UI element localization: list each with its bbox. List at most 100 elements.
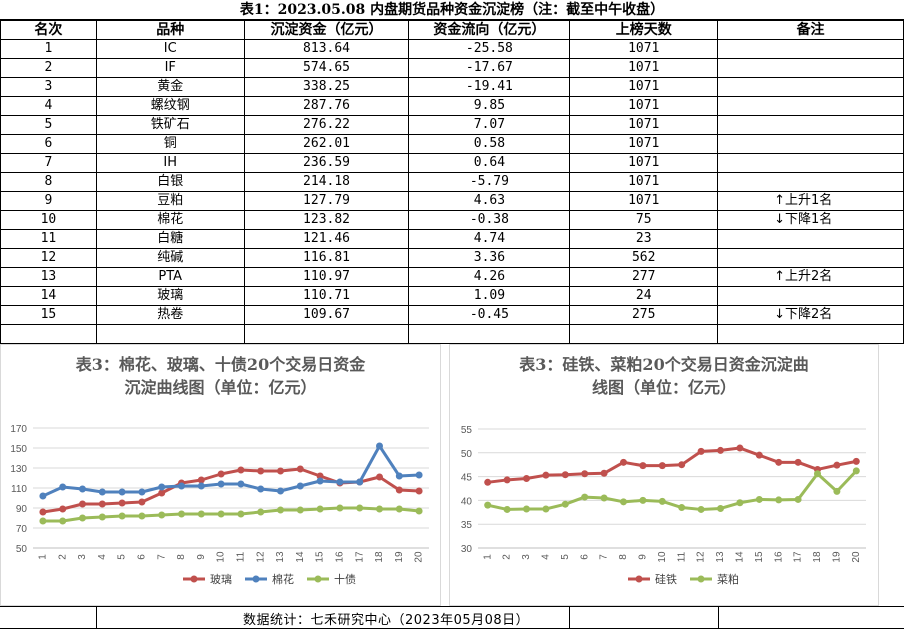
data-point [356, 478, 364, 486]
header-remarks: 备注 [717, 20, 904, 40]
data-point [138, 498, 146, 506]
legend-label: 硅铁 [655, 573, 677, 586]
data-point [217, 510, 225, 518]
data-point [336, 478, 344, 486]
fund-flow-cell: 4.63 [408, 191, 571, 211]
x-tick-label: 6 [137, 554, 148, 560]
chart-left-title-line2: 沉淀曲线图（单位：亿元） [124, 378, 317, 397]
data-point [277, 487, 284, 495]
empty-cell [95, 324, 245, 344]
data-point [415, 507, 423, 515]
rank-cell: 3 [0, 77, 97, 97]
x-tick-label: 19 [394, 551, 405, 563]
settled-funds-cell: 110.97 [243, 267, 410, 287]
rank-cell: 12 [0, 248, 97, 268]
data-point [775, 458, 783, 466]
y-tick-label: 170 [10, 424, 27, 435]
data-point [376, 442, 383, 450]
data-point [277, 467, 284, 475]
chart-right-title: 表3：硅铁、菜粕20个交易日资金沉淀曲 线图（单位：亿元） [450, 353, 878, 399]
series-line-十债 [42, 506, 420, 523]
data-point [639, 462, 647, 470]
data-point [39, 492, 47, 500]
fund-flow-cell: 4.26 [408, 267, 571, 287]
y-tick-label: 130 [10, 464, 27, 475]
table-row: 5 铁矿石 276.22 7.07 1071 [0, 115, 904, 135]
rank-cell: 7 [0, 153, 97, 173]
table-row: 15 热卷 109.67 -0.45 275 ↓下降2名 [0, 305, 904, 325]
x-tick-label: 8 [618, 554, 629, 560]
x-tick-label: 9 [196, 554, 207, 560]
settled-funds-cell: 127.79 [243, 191, 410, 211]
days-listed-cell: 1071 [569, 134, 719, 154]
days-listed-cell: 1071 [569, 77, 719, 97]
x-tick-label: 5 [560, 554, 571, 560]
x-tick-label: 7 [156, 554, 167, 560]
data-point [395, 486, 403, 494]
settled-funds-cell: 109.67 [243, 305, 410, 325]
header-settled-funds: 沉淀资金（亿元） [243, 20, 410, 40]
y-tick-label: 70 [16, 524, 28, 535]
x-tick-label: 7 [599, 554, 610, 560]
x-tick-label: 20 [851, 551, 862, 563]
y-tick-label: 35 [461, 520, 473, 531]
days-listed-cell: 1071 [569, 191, 719, 211]
x-tick-label: 2 [502, 554, 513, 560]
remarks-cell [717, 39, 904, 59]
header-rank: 名次 [0, 20, 97, 40]
fund-flow-cell: 0.58 [408, 134, 571, 154]
data-point [794, 495, 802, 503]
data-point [118, 499, 126, 507]
footer-divider [569, 606, 570, 629]
data-point [484, 501, 492, 509]
table-row: 9 豆粕 127.79 4.63 1071 ↑上升1名 [0, 191, 904, 211]
data-point [138, 488, 146, 496]
x-tick-label: 1 [38, 554, 49, 560]
variety-cell: IC [95, 39, 245, 59]
x-tick-label: 15 [754, 551, 765, 563]
rank-cell: 1 [0, 39, 97, 59]
days-listed-cell: 1071 [569, 39, 719, 59]
variety-cell: IF [95, 58, 245, 78]
data-point [561, 500, 569, 508]
data-point [376, 505, 383, 513]
variety-cell: 铜 [95, 134, 245, 154]
x-tick-label: 9 [638, 554, 649, 560]
x-tick-label: 10 [216, 551, 227, 563]
data-point [415, 487, 423, 495]
table-row: 3 黄金 338.25 -19.41 1071 [0, 77, 904, 97]
variety-cell: 黄金 [95, 77, 245, 97]
legend-label: 十债 [334, 572, 356, 586]
settled-funds-cell: 236.59 [243, 153, 410, 173]
variety-cell: IH [95, 153, 245, 173]
table-row: 13 PTA 110.97 4.26 277 ↑上升2名 [0, 267, 904, 287]
data-point [814, 470, 821, 478]
y-tick-label: 90 [16, 504, 28, 515]
days-listed-cell: 24 [569, 286, 719, 306]
table-body: 1 IC 813.64 -25.58 1071 2 IF 574.65 -17.67 1071 3 黄… [0, 39, 904, 344]
data-point [316, 477, 324, 485]
data-point [217, 480, 225, 488]
data-point [658, 497, 666, 505]
data-point [658, 462, 666, 470]
fund-flow-cell: 9.85 [408, 96, 571, 116]
data-point [484, 478, 492, 486]
table-row: 6 铜 262.01 0.58 1071 [0, 134, 904, 154]
data-point [316, 505, 324, 513]
x-tick-label: 4 [97, 554, 108, 560]
data-point [395, 472, 403, 480]
remarks-cell [717, 153, 904, 173]
data-point [600, 494, 608, 502]
data-point [158, 483, 166, 491]
variety-cell: 热卷 [95, 305, 245, 325]
data-point [296, 482, 304, 490]
data-point [98, 513, 106, 521]
settled-funds-cell: 262.01 [243, 134, 410, 154]
ranking-table: 名次 品种 沉淀资金（亿元） 资金流向（亿元） 上榜天数 备注 1 IC 813.6… [0, 20, 904, 344]
x-tick-label: 15 [315, 551, 326, 563]
data-point [336, 504, 344, 512]
table-header-row: 名次 品种 沉淀资金（亿元） 资金流向（亿元） 上榜天数 备注 [0, 20, 904, 40]
remarks-cell [717, 134, 904, 154]
data-point [697, 505, 705, 513]
remarks-cell [717, 77, 904, 97]
